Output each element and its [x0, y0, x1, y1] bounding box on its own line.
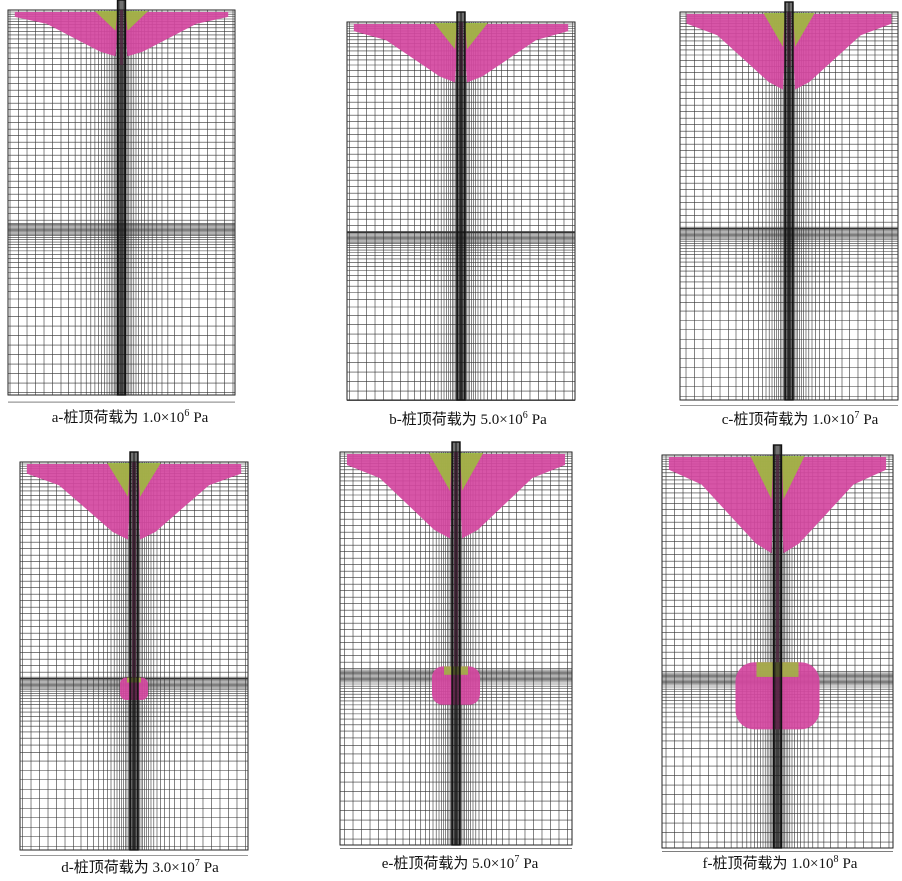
caption-exponent: 7: [195, 858, 200, 869]
figure: a-桩顶荷载为 1.0×106Pab-桩顶荷载为 5.0×106Pac-桩顶荷载…: [0, 0, 902, 881]
caption: b-桩顶荷载为 5.0×106 Pa: [389, 410, 547, 428]
caption: f-桩顶荷载为 1.0×108 Pa: [703, 854, 858, 872]
caption: a-桩顶荷载为 1.0×106 Pa: [52, 408, 209, 426]
caption-unit: Pa: [523, 856, 538, 872]
caption-prefix: d-桩顶荷载为 3.0×10: [61, 859, 194, 876]
plastic-bulb-top: [757, 662, 799, 677]
caption: d-桩顶荷载为 3.0×107 Pa: [61, 858, 219, 876]
caption-prefix: b-桩顶荷载为 5.0×10: [389, 411, 522, 428]
plastic-bulb-top: [127, 678, 141, 683]
caption-prefix: e-桩顶荷载为 5.0×10: [382, 855, 515, 872]
caption-exponent: 7: [514, 854, 519, 865]
caption-exponent: 6: [523, 410, 528, 421]
caption-exponent: 8: [833, 854, 838, 865]
caption-exponent: 6: [184, 408, 189, 419]
caption-unit: Pa: [532, 412, 547, 428]
mesh-panel: d-桩顶荷载为 3.0×107 Pa: [20, 452, 248, 876]
mesh-panel: c-桩顶荷载为 1.0×107 Pa: [680, 2, 898, 428]
mesh-panel: a-桩顶荷载为 1.0×106 Pa: [8, 0, 235, 426]
caption: e-桩顶荷载为 5.0×107 Pa: [382, 854, 539, 872]
caption-unit: Pa: [863, 412, 878, 428]
caption-unit: Pa: [842, 856, 857, 872]
mesh-panel: b-桩顶荷载为 5.0×106 Pa: [347, 12, 575, 428]
mesh-panel: f-桩顶荷载为 1.0×108 Pa: [662, 445, 893, 872]
caption-prefix: f-桩顶荷载为 1.0×10: [703, 855, 834, 872]
caption: c-桩顶荷载为 1.0×107 Pa: [722, 410, 879, 428]
caption-prefix: c-桩顶荷载为 1.0×10: [722, 411, 855, 428]
plastic-pile-shaft: [132, 462, 136, 683]
mesh-panel: e-桩顶荷载为 5.0×107 Pa: [340, 442, 572, 872]
caption-unit: Pa: [204, 860, 219, 876]
plastic-bulb-top: [444, 666, 468, 674]
caption-prefix: a-桩顶荷载为 1.0×10: [52, 409, 185, 426]
caption-exponent: 7: [854, 410, 859, 421]
caption-unit: Pa: [193, 410, 208, 426]
